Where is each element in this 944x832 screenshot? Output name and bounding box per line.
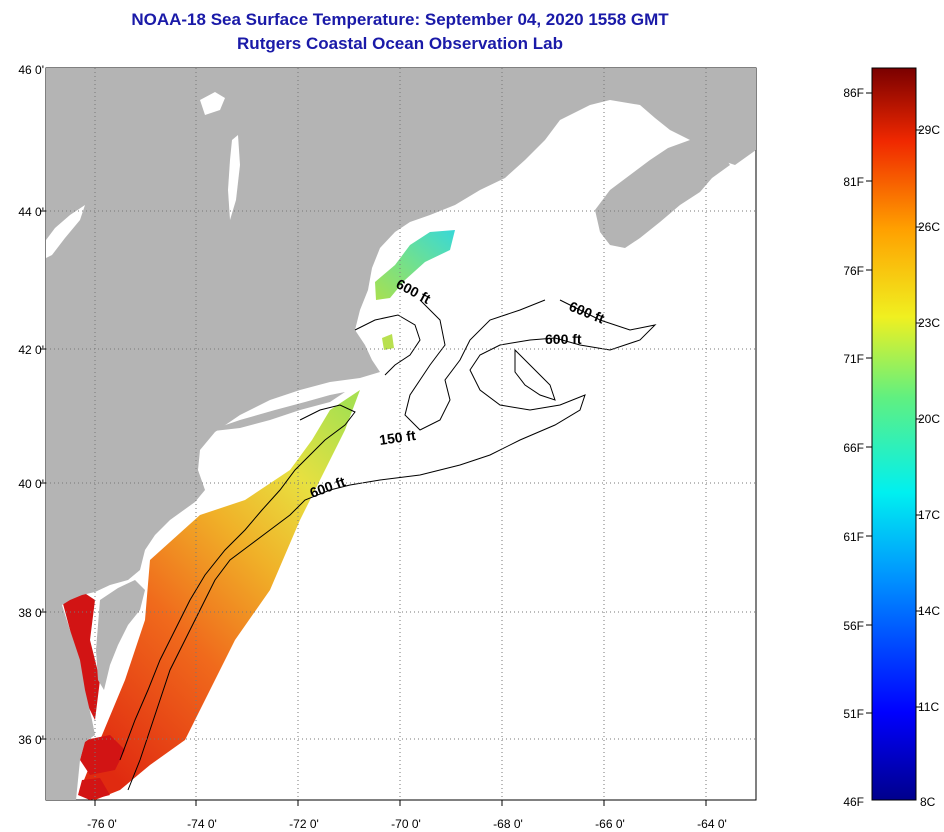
colorbar-label-f: 71F — [843, 352, 864, 366]
land-nova-scotia — [595, 132, 730, 248]
colorbar-label-c: 23C — [918, 316, 940, 330]
lon-tick-label: -64 0' — [697, 817, 727, 831]
land-delmarva — [96, 580, 145, 690]
lon-axis: -76 0' -74 0' -72 0' -70 0' -68 0' -66 0… — [87, 800, 727, 831]
colorbar-label-c: 26C — [918, 220, 940, 234]
lon-tick-label: -66 0' — [595, 817, 625, 831]
lake-winnipesaukee — [200, 92, 225, 115]
lat-axis: 46 0' 44 0' 42 0' 40 0' 38 0' 36 0' — [18, 63, 46, 747]
colorbar-label-f: 61F — [843, 530, 864, 544]
lat-tick-label: 44 0' — [18, 205, 44, 219]
colorbar-label-c: 29C — [918, 123, 940, 137]
sst-pamlico-hot — [78, 735, 125, 800]
depth-label: 150 ft — [378, 427, 417, 448]
sst-gulf-of-maine — [375, 230, 455, 300]
colorbar-label-f: 51F — [843, 707, 864, 721]
lon-tick-label: -68 0' — [493, 817, 523, 831]
colorbar-label-f: 76F — [843, 264, 864, 278]
lat-tick-label: 40 0' — [18, 477, 44, 491]
colorbar-celsius-labels: 29C 26C 23C 20C 17C 14C 11C 8C — [918, 123, 940, 809]
lake-ontario-shore — [46, 205, 85, 258]
lat-tick-label: 36 0' — [18, 733, 44, 747]
colorbar-label-f: 81F — [843, 175, 864, 189]
colorbar-label-f: 46F — [843, 795, 864, 809]
lat-tick-label: 42 0' — [18, 343, 44, 357]
colorbar-label-c: 8C — [920, 795, 936, 809]
colorbar-label-c: 17C — [918, 508, 940, 522]
lon-tick-label: -76 0' — [87, 817, 117, 831]
map-subtitle: Rutgers Coastal Ocean Observation Lab — [237, 34, 563, 53]
lat-tick-label: 46 0' — [18, 63, 44, 77]
depth-contours — [119, 299, 657, 791]
colorbar-label-f: 66F — [843, 441, 864, 455]
sst-swath-mid-atlantic — [80, 390, 360, 800]
lon-tick-label: -74 0' — [187, 817, 217, 831]
colorbar-label-c: 20C — [918, 412, 940, 426]
sst-cape-cod-patch — [382, 334, 394, 350]
lake-champlain — [228, 135, 240, 220]
depth-label: 600 ft — [545, 331, 582, 347]
lon-tick-label: -70 0' — [391, 817, 421, 831]
colorbar-label-f: 86F — [843, 86, 864, 100]
temperature-colorbar — [871, 67, 917, 801]
colorbar-label-c: 14C — [918, 604, 940, 618]
colorbar-label-c: 11C — [918, 700, 939, 714]
lon-tick-label: -72 0' — [289, 817, 319, 831]
land-long-island — [205, 392, 345, 432]
colorbar-fahrenheit-labels: 86F 81F 76F 71F 66F 61F 56F 51F 46F — [843, 86, 864, 809]
sst-chesapeake-hot — [62, 590, 100, 720]
colorbar-label-f: 56F — [843, 619, 864, 633]
map-title: NOAA-18 Sea Surface Temperature: Septemb… — [131, 10, 669, 29]
lat-tick-label: 38 0' — [18, 606, 44, 620]
land-north-america — [46, 68, 756, 800]
